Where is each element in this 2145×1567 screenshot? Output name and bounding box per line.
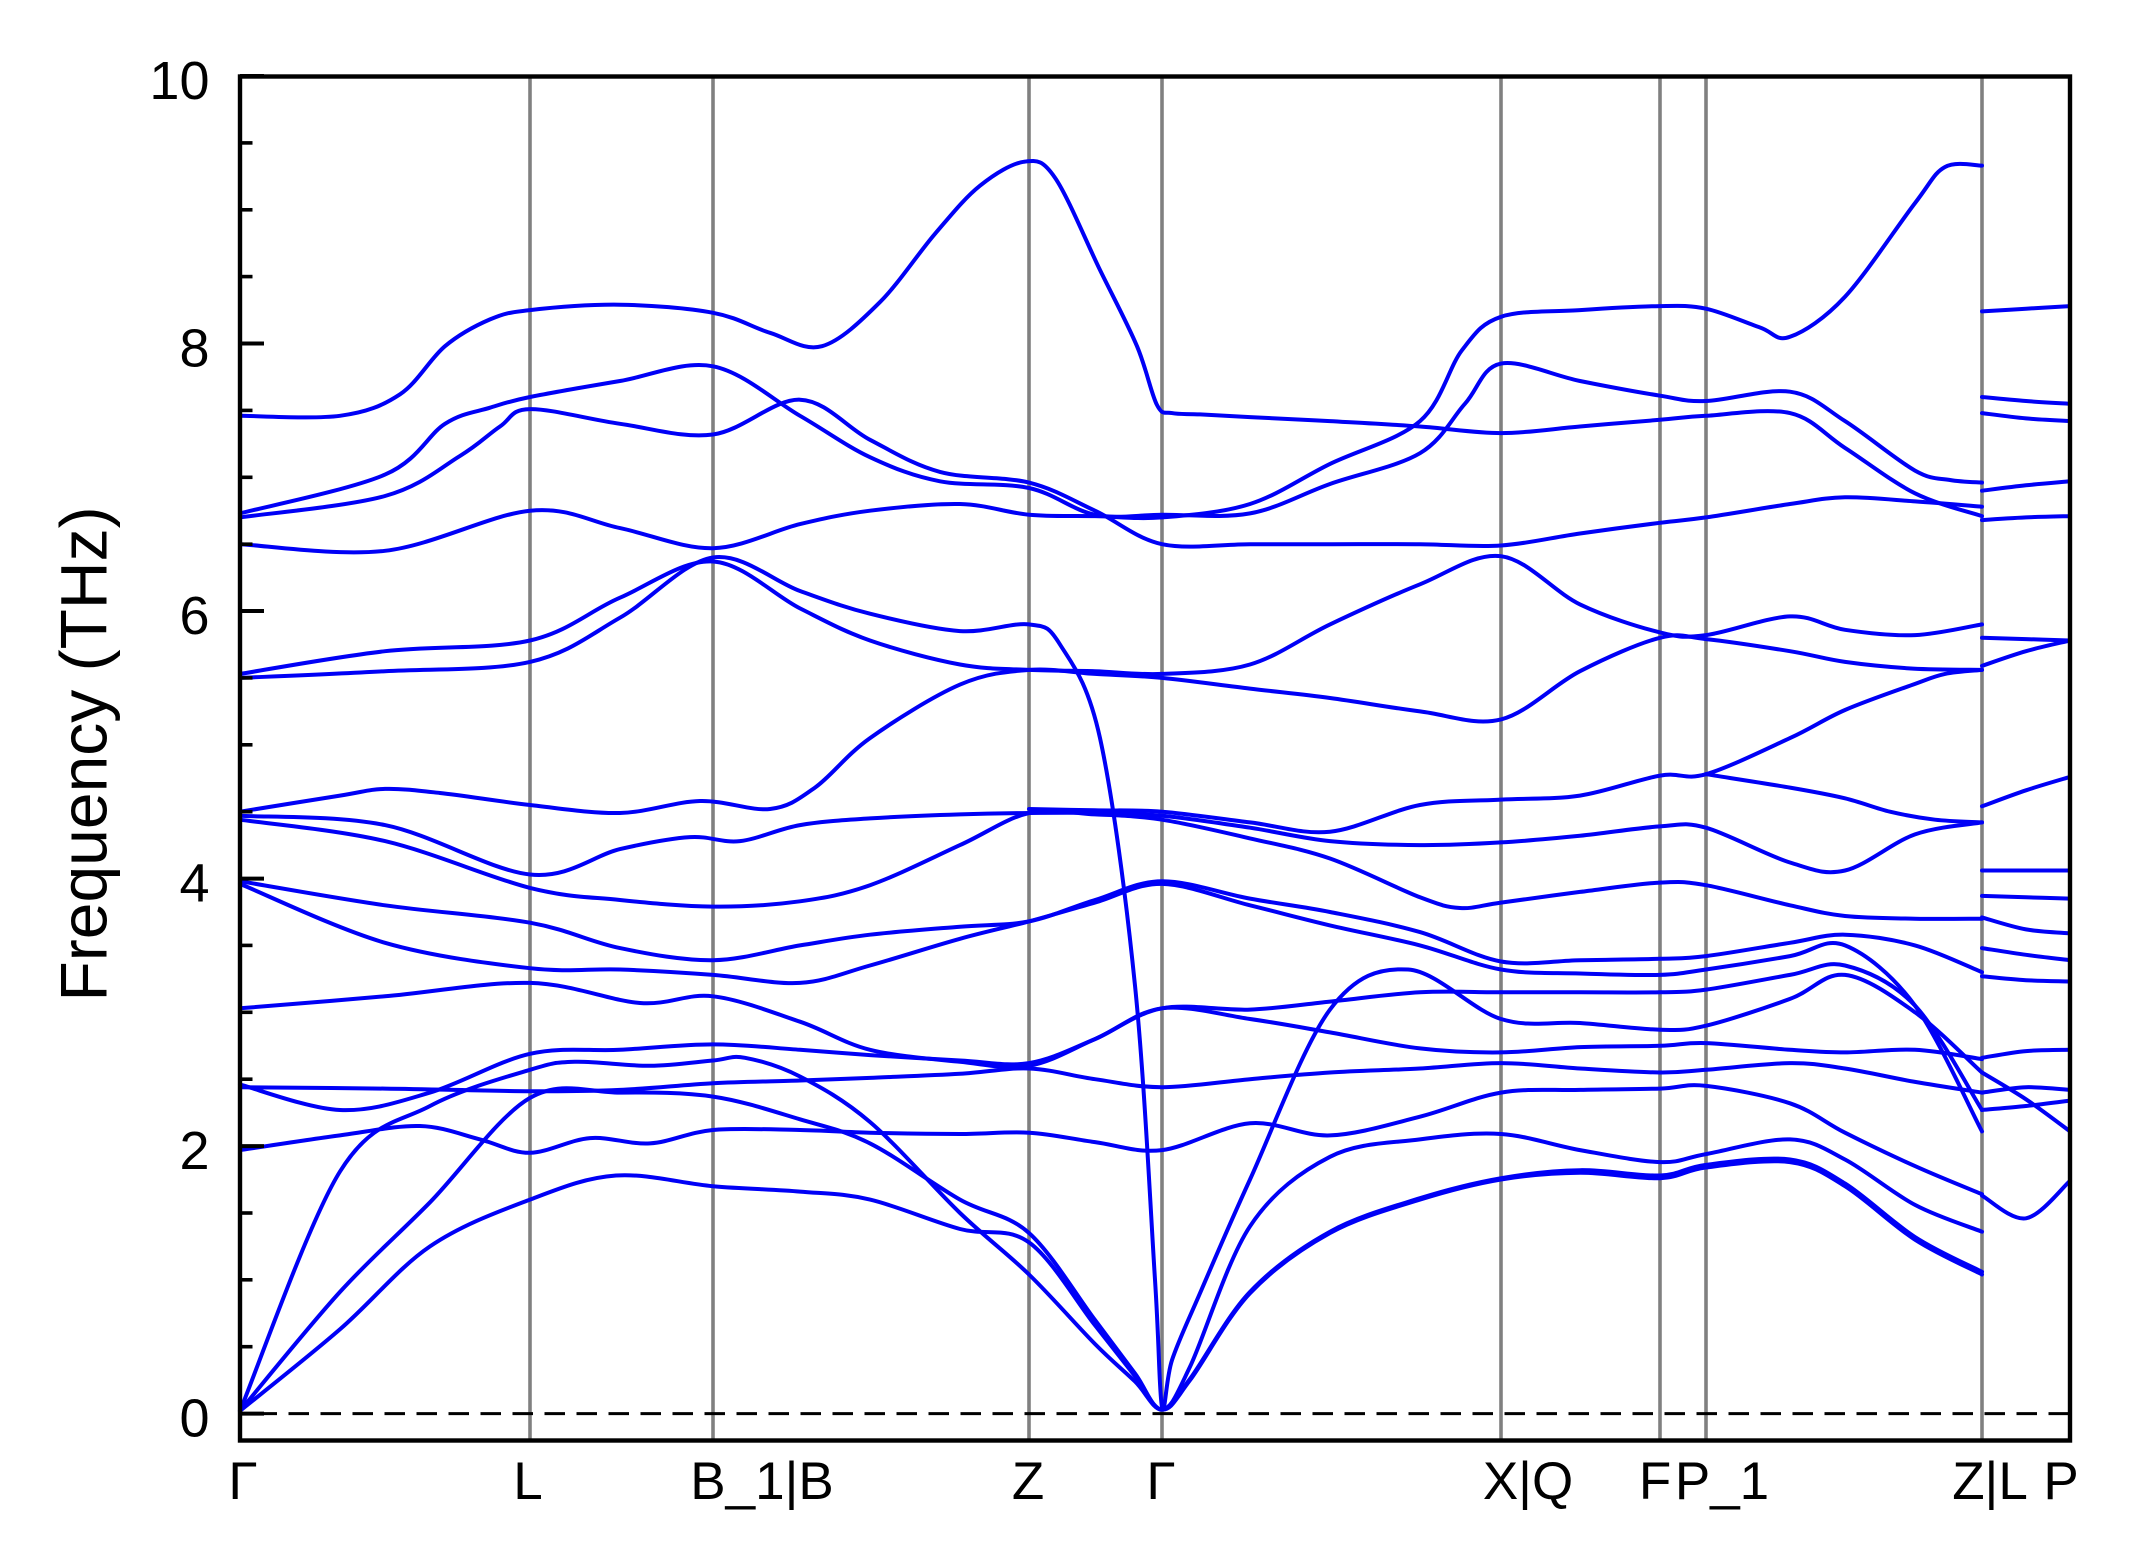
svg-text:6: 6 bbox=[179, 586, 209, 646]
svg-text:10: 10 bbox=[149, 51, 209, 111]
svg-text:B_1|B: B_1|B bbox=[690, 1452, 833, 1511]
svg-text:X|Q: X|Q bbox=[1483, 1452, 1573, 1511]
svg-text:8: 8 bbox=[179, 319, 209, 379]
svg-text:Z: Z bbox=[1012, 1452, 1044, 1511]
svg-text:Frequency (THz): Frequency (THz) bbox=[47, 506, 121, 1001]
svg-text:2: 2 bbox=[179, 1121, 209, 1181]
svg-text:Z|L: Z|L bbox=[1952, 1452, 2028, 1511]
svg-text:P_1: P_1 bbox=[1675, 1452, 1769, 1511]
svg-text:Γ: Γ bbox=[1146, 1452, 1175, 1511]
svg-text:4: 4 bbox=[179, 854, 209, 914]
svg-text:P: P bbox=[2043, 1452, 2078, 1511]
svg-text:L: L bbox=[513, 1452, 542, 1511]
svg-text:0: 0 bbox=[179, 1389, 209, 1449]
svg-text:Γ: Γ bbox=[228, 1452, 257, 1511]
svg-text:F: F bbox=[1639, 1452, 1671, 1511]
